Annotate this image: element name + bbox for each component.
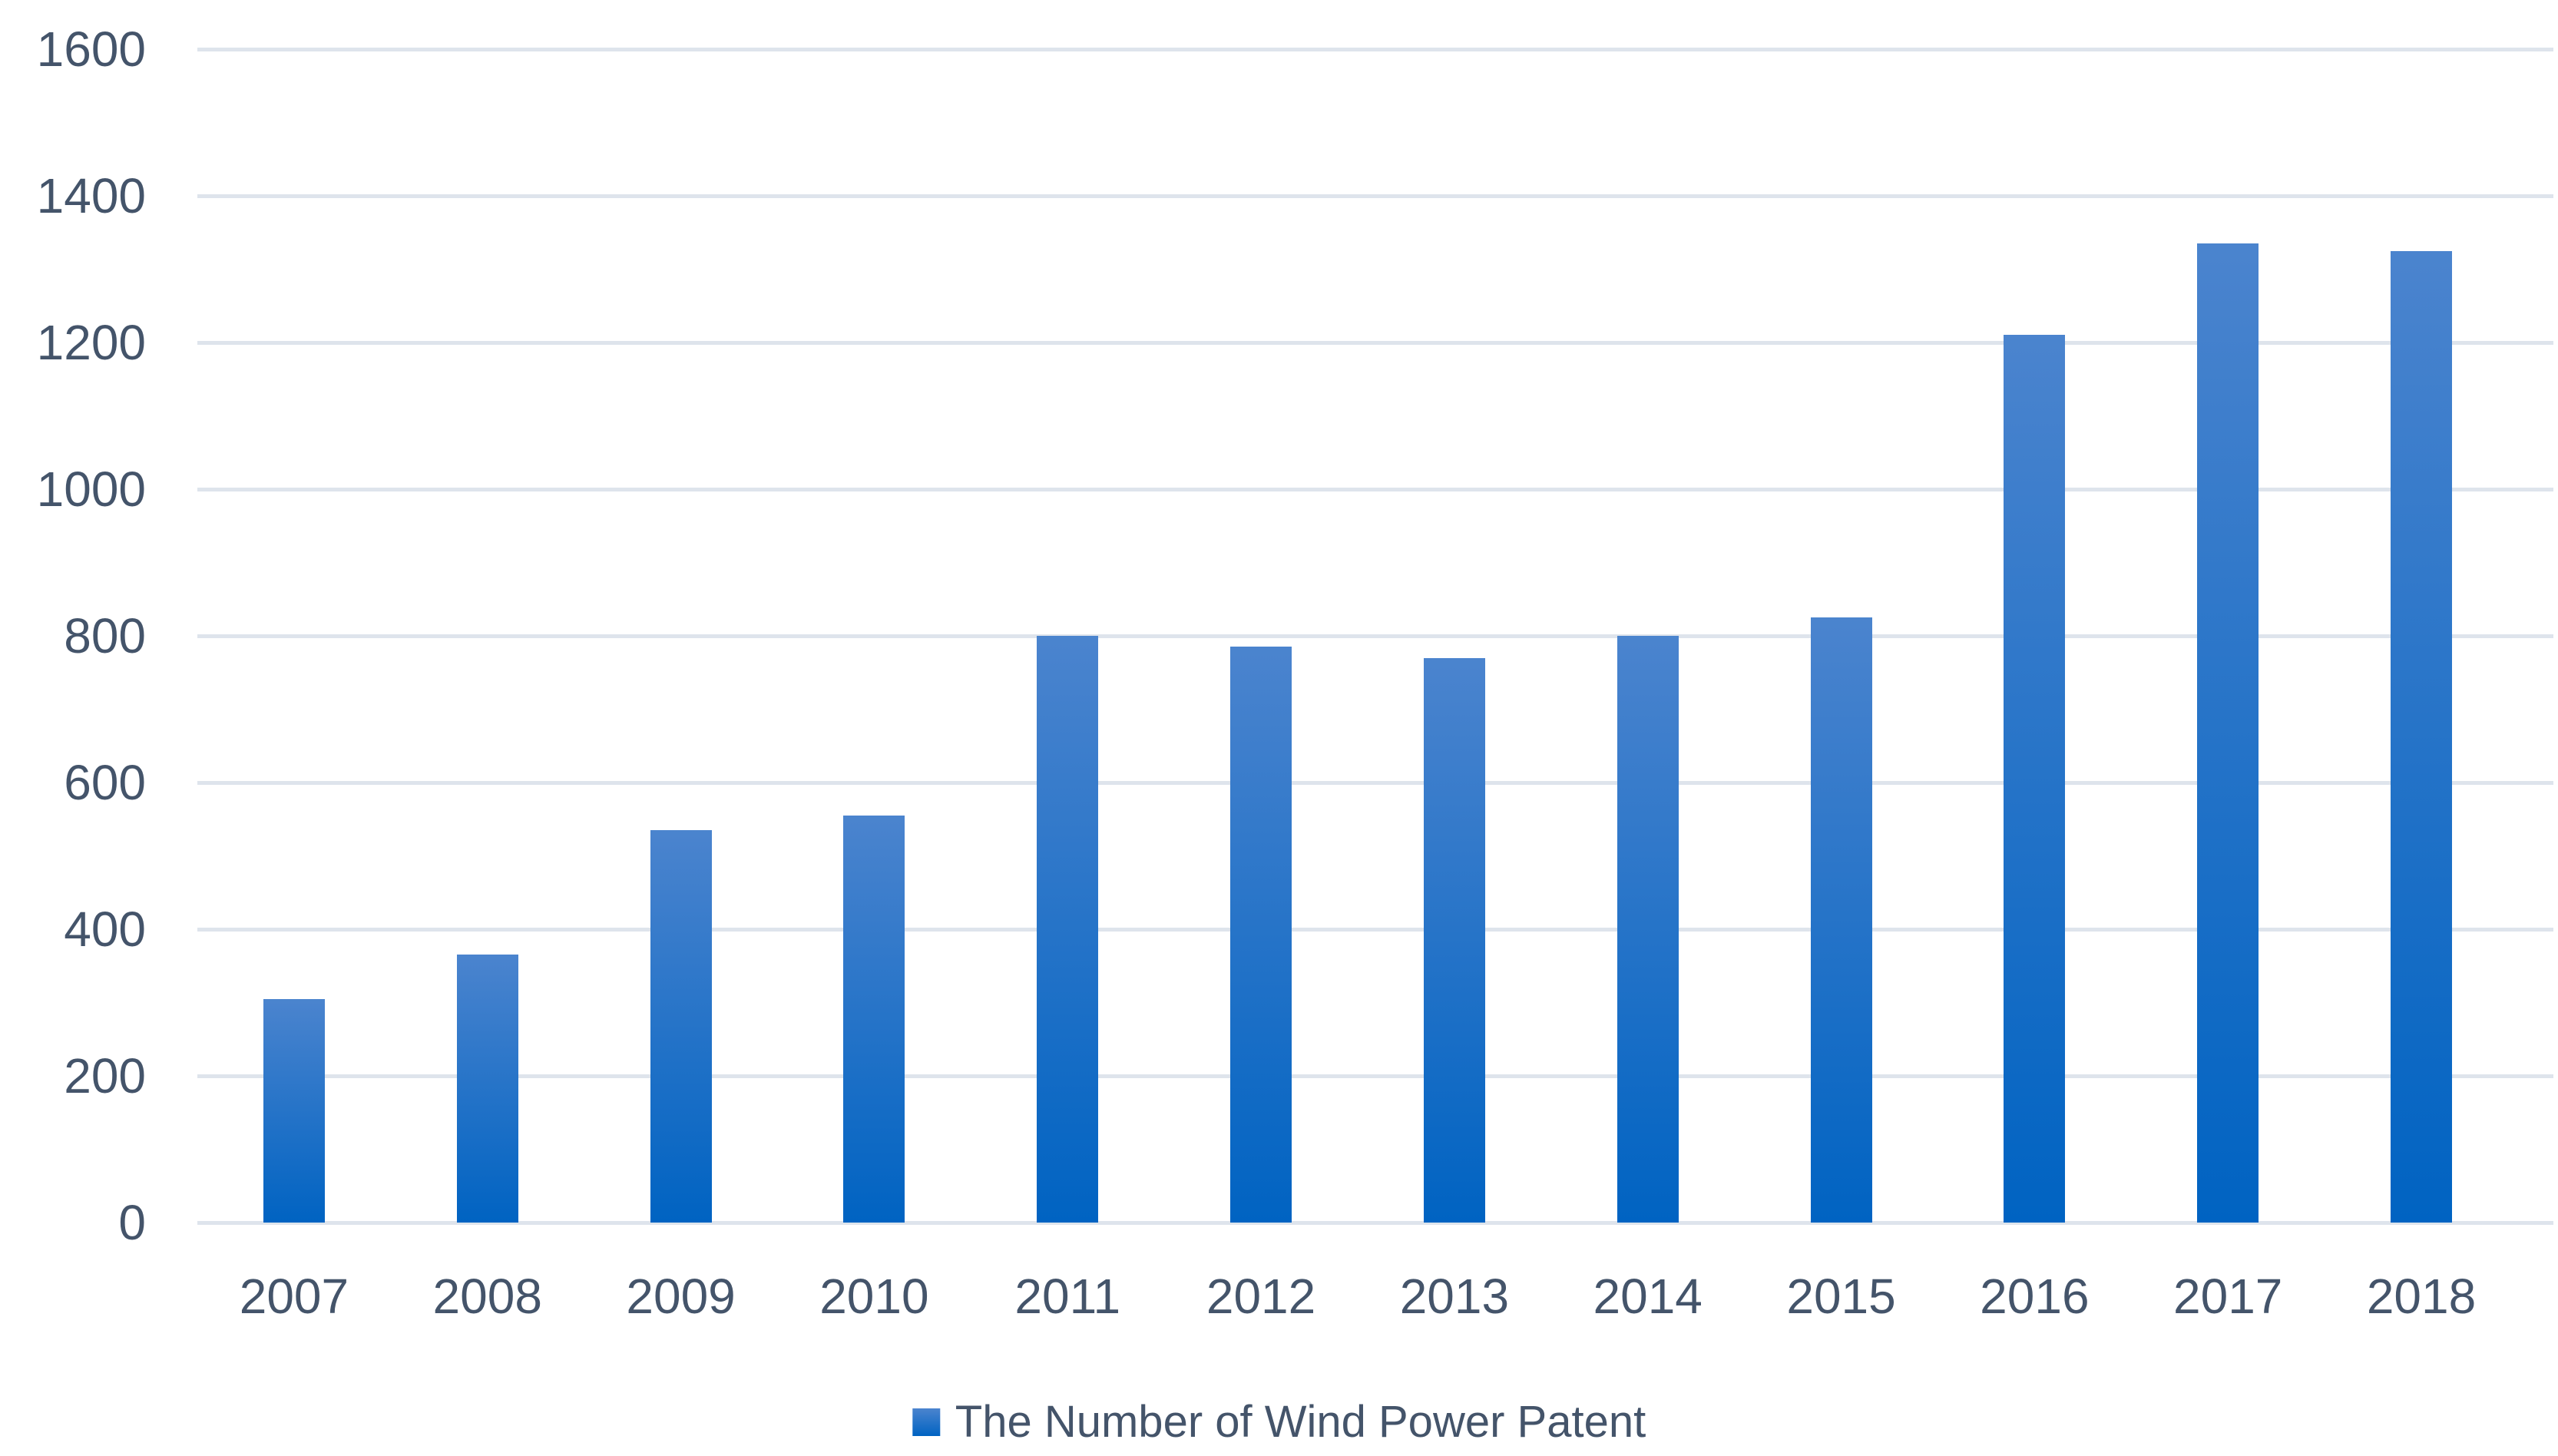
x-tick-label-2017: 2017	[2173, 1269, 2283, 1324]
bar-2008	[456, 955, 518, 1223]
y-tick-label-1200: 1200	[36, 315, 146, 370]
bar-slot-2010	[777, 49, 971, 1223]
bar-slot-2009	[584, 49, 778, 1223]
y-tick-label-1400: 1400	[36, 168, 146, 223]
x-tick-label-2010: 2010	[819, 1269, 929, 1324]
x-tick-label-2008: 2008	[432, 1269, 542, 1324]
y-tick-label-200: 200	[64, 1048, 146, 1104]
x-tick-label-2009: 2009	[626, 1269, 736, 1324]
x-axis: 2007 2008 2009 2010 2011 2012 2013 2014 2015 2016…	[197, 1266, 2518, 1327]
y-tick-label-1600: 1600	[36, 22, 146, 77]
gridline-y-200	[197, 1074, 2553, 1078]
bar-slot-2007	[197, 49, 391, 1223]
bar-2018	[2391, 250, 2453, 1223]
gridline-y-400	[197, 928, 2553, 932]
y-tick-label-600: 600	[64, 755, 146, 810]
bar-slot-2013	[1358, 49, 1551, 1223]
x-tick-label-2007: 2007	[239, 1269, 349, 1324]
y-tick-label-400: 400	[64, 902, 146, 957]
legend-swatch-icon	[912, 1408, 940, 1436]
bar-slot-2017	[2131, 49, 2325, 1223]
x-tick-label-2018: 2018	[2366, 1269, 2477, 1324]
bar-slot-2008	[391, 49, 584, 1223]
legend: The Number of Wind Power Patent	[912, 1398, 1646, 1447]
x-tick-label-2016: 2016	[1980, 1269, 2090, 1324]
bar-slot-2015	[1745, 49, 1938, 1223]
y-axis: 0 200 400 600 800 1000 1200 1400 1600	[0, 22, 146, 1250]
gridline-y-1000	[197, 488, 2553, 491]
bar-2010	[843, 815, 905, 1223]
x-tick-label-2012: 2012	[1206, 1269, 1316, 1324]
bar-2016	[2004, 335, 2066, 1223]
plot-area	[197, 48, 2553, 1225]
bars-area	[197, 49, 2518, 1223]
gridline-y-800	[197, 634, 2553, 638]
x-tick-label-2015: 2015	[1786, 1269, 1896, 1324]
gridline-y-1200	[197, 341, 2553, 345]
bar-slot-2018	[2325, 49, 2518, 1223]
x-tick-label-2014: 2014	[1593, 1269, 1703, 1324]
legend-label: The Number of Wind Power Patent	[955, 1397, 1646, 1447]
bar-slot-2016	[1938, 49, 2131, 1223]
bar-2015	[1810, 617, 1872, 1223]
bar-2013	[1423, 657, 1485, 1223]
gridline-y-1600	[197, 48, 2553, 51]
bar-2007	[263, 998, 325, 1223]
bar-2009	[650, 830, 712, 1223]
gridline-y-0	[197, 1221, 2553, 1225]
gridline-y-600	[197, 781, 2553, 785]
gridline-y-1400	[197, 194, 2553, 198]
x-tick-label-2013: 2013	[1399, 1269, 1510, 1324]
x-tick-label-2011: 2011	[1014, 1269, 1121, 1324]
bar-slot-2012	[1164, 49, 1358, 1223]
bar-2017	[2197, 243, 2259, 1223]
bar-2012	[1230, 647, 1292, 1223]
y-tick-label-1000: 1000	[36, 462, 146, 517]
y-tick-label-800: 800	[64, 608, 146, 663]
bar-2014	[1617, 636, 1679, 1223]
y-tick-label-0: 0	[118, 1195, 146, 1250]
bar-slot-2011	[971, 49, 1164, 1223]
bar-slot-2014	[1551, 49, 1745, 1223]
bar-2011	[1037, 636, 1099, 1223]
